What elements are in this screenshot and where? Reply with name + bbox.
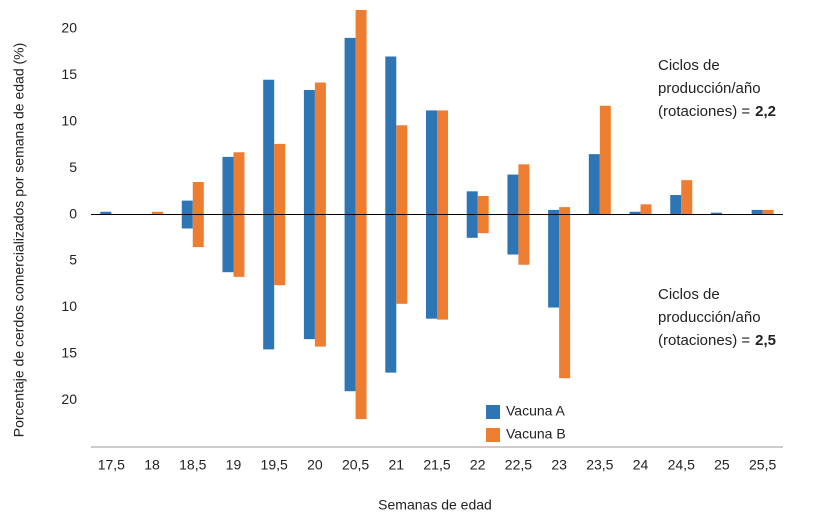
bar: [548, 209, 560, 215]
bar: [222, 156, 234, 215]
x-tick-label: 22,5: [505, 457, 532, 473]
bar: [640, 204, 652, 215]
bar: [507, 214, 519, 255]
bar: [518, 164, 530, 215]
y-tick-label: 10: [61, 112, 77, 128]
bar: [355, 214, 367, 420]
bar: [344, 37, 356, 215]
bar: [599, 105, 611, 215]
annotation-value: 2,2: [755, 103, 776, 120]
bar: [192, 214, 204, 248]
bar: [233, 214, 245, 277]
bar: [548, 214, 560, 308]
x-tick-label: 18,5: [179, 457, 206, 473]
bar: [426, 214, 437, 319]
annotation-text: (rotaciones) =: [658, 103, 750, 120]
annotation-text: Ciclos de: [658, 286, 720, 303]
y-tick-label: 15: [61, 66, 77, 82]
bar: [588, 154, 600, 215]
bar: [263, 79, 275, 215]
bar: [152, 211, 164, 215]
bar: [274, 143, 286, 215]
bar: [233, 152, 245, 215]
x-tick-label: 25,5: [749, 457, 776, 473]
bar: [518, 214, 530, 265]
bar: [314, 214, 326, 347]
bar: [355, 10, 367, 215]
y-axis-title: Porcentaje de cerdos comercializados por…: [11, 43, 27, 438]
bar: [751, 209, 763, 215]
bar: [466, 214, 478, 238]
bar: [681, 180, 693, 215]
bar: [303, 214, 315, 340]
legend-swatch: [486, 405, 500, 419]
x-axis-title: Semanas de edad: [378, 497, 492, 513]
bar: [303, 89, 315, 215]
x-tick-label: 17,5: [98, 457, 125, 473]
bar: [710, 212, 722, 215]
bar: [192, 182, 204, 215]
bar: [274, 214, 286, 286]
x-tick-label: 20: [307, 457, 323, 473]
y-tick-label: 10: [61, 298, 77, 314]
bar: [477, 195, 489, 215]
bar: [507, 174, 519, 215]
bar: [263, 214, 275, 350]
y-tick-label: 15: [61, 345, 77, 361]
bar: [762, 209, 774, 215]
legend-label: Vacuna B: [506, 426, 566, 442]
bar: [100, 211, 112, 215]
x-tick-label: 25: [714, 457, 730, 473]
y-tick-label: 20: [61, 19, 77, 35]
x-tick-label: 23,5: [586, 457, 613, 473]
bar: [437, 214, 448, 320]
annotation-text: Ciclos de: [658, 57, 720, 74]
annotation-value: 2,5: [755, 332, 776, 349]
bar: [222, 214, 234, 273]
bar: [466, 191, 478, 215]
x-tick-label: 24: [633, 457, 649, 473]
bar: [559, 207, 571, 215]
bar: [396, 214, 408, 304]
x-tick-label: 19: [226, 457, 242, 473]
bar: [670, 195, 682, 215]
x-tick-label: 19,5: [261, 457, 288, 473]
bar: [385, 56, 397, 215]
x-tick-label: 20,5: [342, 457, 369, 473]
annotation-text: (rotaciones) =: [658, 332, 750, 349]
y-tick-label: 0: [69, 205, 77, 221]
x-tick-label: 23: [551, 457, 567, 473]
bar: [437, 110, 448, 215]
bar: [314, 82, 326, 215]
bar: [629, 211, 641, 215]
x-tick-label: 22: [470, 457, 486, 473]
bar: [181, 214, 193, 229]
bar: [426, 110, 437, 215]
bar: [181, 200, 193, 215]
bar: [559, 214, 571, 379]
x-tick-label: 18: [144, 457, 160, 473]
x-tick-label: 21: [389, 457, 405, 473]
x-tick-label: 24,5: [668, 457, 695, 473]
bar: [477, 214, 489, 234]
x-tick-label: 21,5: [423, 457, 450, 473]
legend-label: Vacuna A: [506, 403, 566, 419]
bar: [385, 214, 397, 373]
annotation-text: producción/año: [658, 309, 761, 326]
y-tick-label: 5: [69, 252, 77, 268]
y-tick-label: 20: [61, 391, 77, 407]
bar: [396, 125, 408, 215]
annotation-text: producción/año: [658, 80, 761, 97]
y-tick-label: 5: [69, 159, 77, 175]
bar: [344, 214, 356, 392]
legend-swatch: [486, 428, 500, 442]
